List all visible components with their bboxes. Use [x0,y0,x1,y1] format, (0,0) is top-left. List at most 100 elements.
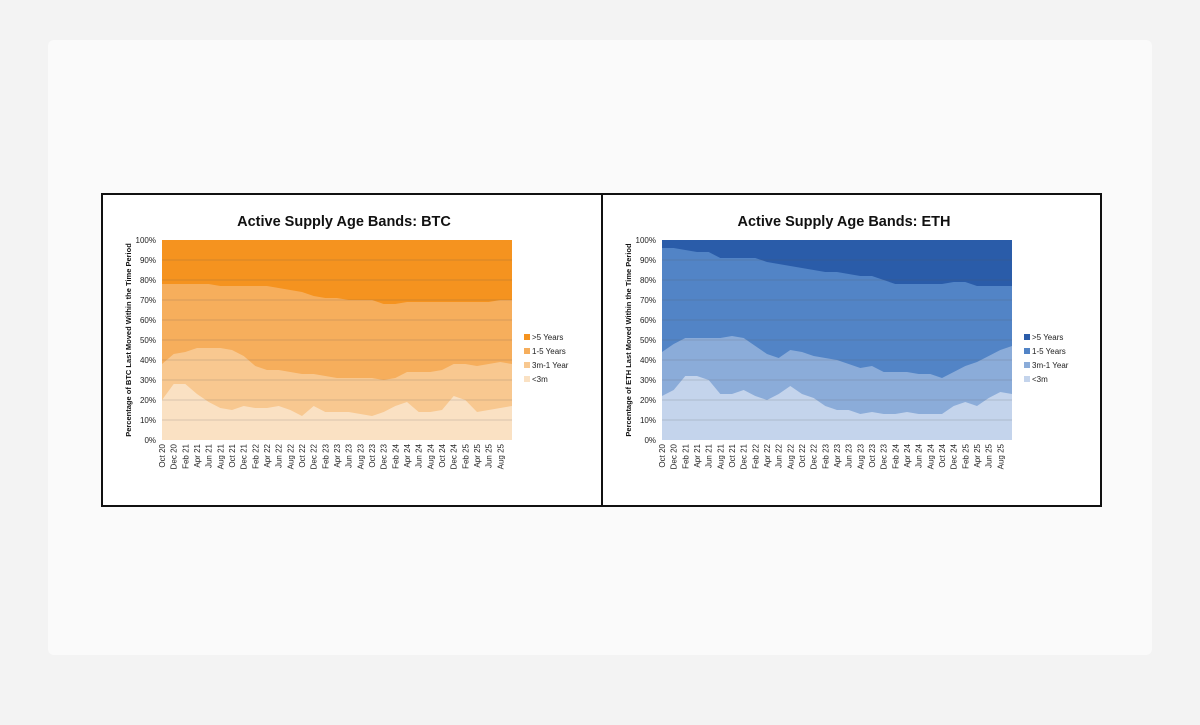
x-tick-label: Dec 23 [880,443,889,469]
y-tick-label: 100% [136,236,156,245]
x-tick-label: Oct 23 [868,443,877,467]
x-tick-label: Aug 22 [286,443,295,469]
x-tick-label: Jun 21 [205,443,214,468]
x-tick-label: Dec 20 [170,443,179,469]
x-tick-label: Apr 22 [763,443,772,467]
x-tick-label: Dec 21 [240,443,249,469]
x-tick-label: Oct 21 [728,443,737,467]
y-tick-label: 40% [140,356,156,365]
x-tick-label: Dec 24 [950,443,959,469]
x-tick-label: Jun 25 [985,443,994,468]
x-tick-label: Dec 22 [810,443,819,469]
x-tick-label: Jun 25 [485,443,494,468]
legend-label: 1-5 Years [532,347,566,356]
x-tick-label: Dec 21 [740,443,749,469]
chart-title: Active Supply Age Bands: ETH [738,214,951,230]
charts-frame: Active Supply Age Bands: BTC 0% 10% 20% 30% 4… [101,193,1102,507]
y-tick-label: 40% [640,356,656,365]
y-tick-label: 60% [140,316,156,325]
y-tick-label: 10% [640,416,656,425]
x-tick-label: Apr 23 [833,443,842,467]
x-tick-label: Apr 24 [903,443,912,467]
y-tick-label: 20% [140,396,156,405]
y-tick-label: 30% [640,376,656,385]
x-tick-label: Oct 20 [658,443,667,467]
legend-swatch [1024,334,1030,340]
y-tick-label: 20% [640,396,656,405]
x-tick-label: Feb 23 [821,443,830,468]
x-tick-label: Aug 22 [786,443,795,469]
y-tick-label: 70% [140,296,156,305]
y-tick-label: 60% [640,316,656,325]
y-tick-label: 50% [140,336,156,345]
area--3m [162,384,512,440]
legend-swatch [524,348,530,354]
x-tick-label: Feb 22 [251,443,260,468]
y-tick-label: 80% [140,276,156,285]
x-tick-label: Aug 23 [856,443,865,469]
y-axis-label: Percentage of BTC Last Moved Within the … [124,243,133,437]
x-tick-label: Jun 23 [845,443,854,468]
x-tick-label: Oct 24 [438,443,447,467]
x-tick-label: Apr 25 [973,443,982,467]
x-tick-label: Oct 23 [368,443,377,467]
y-tick-label: 0% [144,436,156,445]
legend-label: >5 Years [1032,333,1063,342]
x-tick-label: Feb 21 [681,443,690,468]
x-tick-label: Feb 25 [961,443,970,468]
x-tick-label: Jun 22 [275,443,284,468]
y-tick-label: 90% [140,256,156,265]
legend-label: >5 Years [532,333,563,342]
y-tick-label: 80% [640,276,656,285]
x-tick-label: Feb 24 [391,443,400,468]
btc-chart-panel: Active Supply Age Bands: BTC 0% 10% 20% 30% 4… [103,195,601,505]
x-tick-label: Feb 21 [181,443,190,468]
legend-label: <3m [1032,375,1048,384]
x-tick-label: Jun 24 [915,443,924,468]
x-tick-label: Apr 25 [473,443,482,467]
legend-swatch [1024,362,1030,368]
x-tick-label: Oct 20 [158,443,167,467]
x-tick-label: Feb 22 [751,443,760,468]
x-tick-label: Dec 23 [380,443,389,469]
chart-title: Active Supply Age Bands: BTC [237,214,451,230]
y-tick-label: 100% [636,236,656,245]
x-tick-label: Apr 22 [263,443,272,467]
eth-chart-panel: Active Supply Age Bands: ETH 0% 10% 20% 30% 4… [601,195,1101,505]
legend-swatch [524,362,530,368]
x-tick-label: Apr 23 [333,443,342,467]
x-tick-label: Apr 21 [193,443,202,467]
eth-age-bands-chart: Active Supply Age Bands: ETH 0% 10% 20% 30% 4… [624,214,1069,469]
legend-swatch [524,334,530,340]
y-tick-label: 70% [640,296,656,305]
legend-label: 3m-1 Year [532,361,569,370]
legend-label: 3m-1 Year [1032,361,1069,370]
legend-label: <3m [532,375,548,384]
x-tick-label: Dec 20 [670,443,679,469]
x-tick-label: Apr 24 [403,443,412,467]
x-tick-label: Aug 21 [216,443,225,469]
y-tick-label: 50% [640,336,656,345]
x-tick-label: Dec 22 [310,443,319,469]
x-tick-label: Aug 24 [426,443,435,469]
x-tick-label: Oct 24 [938,443,947,467]
legend-swatch [1024,376,1030,382]
x-tick-label: Oct 21 [228,443,237,467]
x-tick-label: Aug 24 [926,443,935,469]
x-tick-label: Oct 22 [798,443,807,467]
legend-swatch [524,376,530,382]
x-tick-label: Aug 23 [356,443,365,469]
x-tick-label: Apr 21 [693,443,702,467]
x-tick-label: Feb 23 [321,443,330,468]
x-tick-label: Aug 25 [996,443,1005,469]
x-tick-label: Feb 25 [461,443,470,468]
x-tick-label: Jun 24 [415,443,424,468]
x-tick-label: Feb 24 [891,443,900,468]
legend-label: 1-5 Years [1032,347,1066,356]
y-tick-label: 90% [640,256,656,265]
y-tick-label: 30% [140,376,156,385]
legend-swatch [1024,348,1030,354]
x-tick-label: Jun 22 [775,443,784,468]
x-tick-label: Aug 25 [496,443,505,469]
x-tick-label: Aug 21 [716,443,725,469]
